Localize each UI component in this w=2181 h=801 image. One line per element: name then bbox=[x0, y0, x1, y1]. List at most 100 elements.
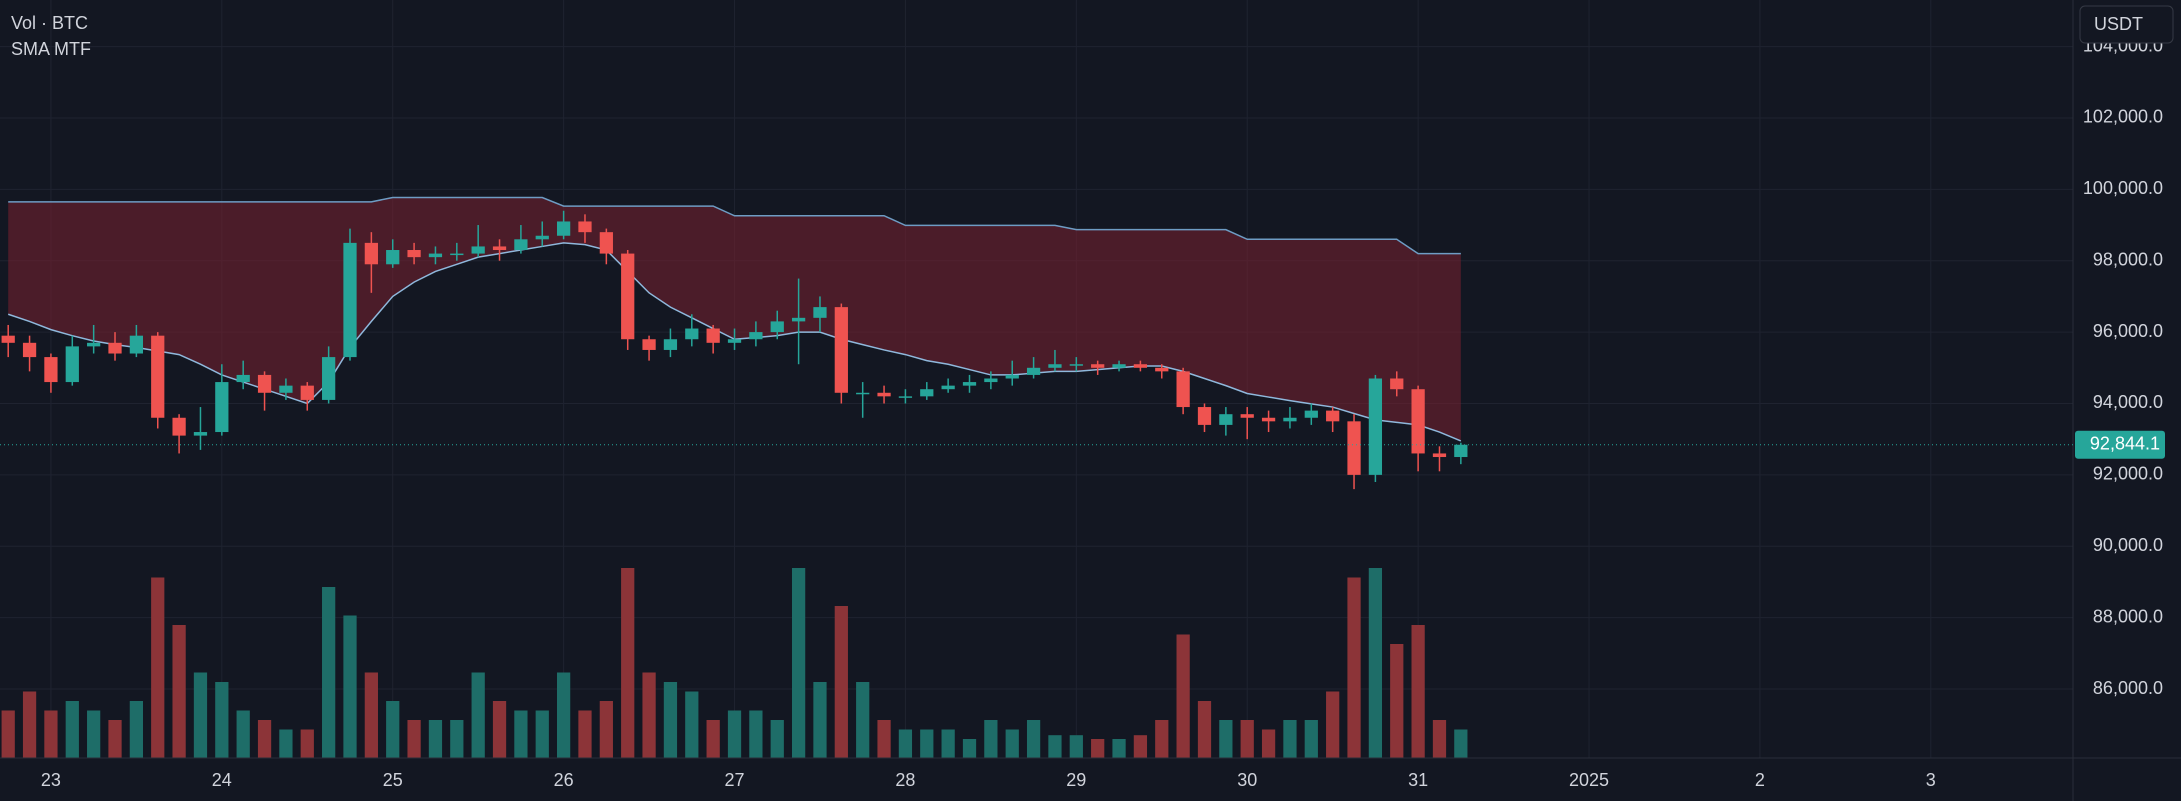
last-price-box bbox=[2075, 430, 2165, 459]
candle-body bbox=[236, 374, 250, 383]
volume-bar bbox=[984, 720, 998, 758]
candle-body bbox=[663, 339, 678, 350]
volume-bar bbox=[599, 701, 613, 758]
candle-body bbox=[1240, 414, 1254, 418]
volume-bar bbox=[1155, 720, 1169, 758]
volume-bar bbox=[1368, 568, 1383, 758]
candle-body bbox=[428, 253, 443, 258]
candle-body bbox=[535, 235, 549, 240]
volume-bar bbox=[193, 672, 208, 758]
candle-body bbox=[1, 335, 15, 343]
candle-body bbox=[1091, 364, 1105, 368]
volume-bar bbox=[151, 577, 165, 758]
x-tick-label: 26 bbox=[554, 770, 574, 790]
volume-bar bbox=[129, 701, 143, 758]
volume-bar bbox=[1219, 720, 1233, 758]
volume-bar bbox=[898, 729, 913, 758]
volume-bar bbox=[300, 729, 314, 758]
volume-bar bbox=[1411, 625, 1425, 758]
volume-bar bbox=[428, 720, 443, 758]
candle-body bbox=[1197, 407, 1212, 425]
volume-bar bbox=[770, 720, 784, 758]
candle-body bbox=[962, 382, 977, 386]
volume-bar bbox=[920, 729, 934, 758]
x-tick-label: 27 bbox=[725, 770, 745, 790]
volume-bar bbox=[813, 682, 827, 758]
x-tick-label: 2 bbox=[1755, 770, 1765, 790]
x-tick-label: 28 bbox=[895, 770, 915, 790]
candles bbox=[1, 210, 1468, 490]
x-tick-label: 29 bbox=[1066, 770, 1086, 790]
volume-bar bbox=[1, 710, 15, 758]
volume-bar bbox=[172, 625, 186, 758]
candle-body bbox=[1176, 371, 1190, 408]
candle-body bbox=[1454, 444, 1468, 458]
volume-bar bbox=[87, 710, 101, 758]
volume-bar bbox=[407, 720, 421, 758]
currency-button[interactable]: USDT bbox=[2079, 5, 2174, 44]
candle-body bbox=[1133, 364, 1148, 368]
candle-body bbox=[1432, 453, 1447, 458]
x-tick-label: 3 bbox=[1926, 770, 1936, 790]
candle-body bbox=[1390, 378, 1404, 390]
candle-body bbox=[557, 221, 571, 236]
x-tick-label: 25 bbox=[383, 770, 403, 790]
volume-bar bbox=[1091, 739, 1105, 758]
volume-bar bbox=[535, 710, 549, 758]
volume-bar bbox=[557, 672, 571, 758]
candle-body bbox=[193, 432, 208, 436]
y-tick-label: 86,000.0 bbox=[2093, 678, 2163, 698]
candle-body bbox=[215, 382, 229, 433]
volume-bar bbox=[1069, 735, 1083, 758]
candle-body bbox=[834, 307, 848, 393]
volume-bar bbox=[685, 691, 699, 758]
volume-bar bbox=[450, 720, 464, 758]
candle-body bbox=[300, 385, 314, 400]
candle-body bbox=[65, 346, 79, 383]
candle-body bbox=[749, 332, 763, 340]
candle-body bbox=[1005, 374, 1019, 379]
candle-body bbox=[813, 307, 827, 318]
volume-bar bbox=[1454, 729, 1468, 758]
axes: 86,000.0 88,000.0 90,000.0 92,000.0 94,000.0… bbox=[0, 35, 2165, 790]
y-tick-label: 88,000.0 bbox=[2093, 606, 2163, 626]
candle-body bbox=[407, 250, 421, 258]
candle-body bbox=[172, 417, 186, 436]
volume-bar bbox=[1240, 720, 1254, 758]
candle-body bbox=[1112, 364, 1126, 368]
candle-body bbox=[685, 328, 699, 340]
candle-body bbox=[621, 253, 635, 340]
volume-bar bbox=[343, 615, 357, 758]
candle-body bbox=[87, 342, 101, 347]
volume-bar bbox=[1133, 735, 1148, 758]
volume-bar bbox=[279, 729, 293, 758]
volume-bar bbox=[1048, 735, 1062, 758]
y-tick-label: 94,000.0 bbox=[2093, 392, 2163, 412]
candle-body bbox=[279, 385, 293, 393]
volume-bar bbox=[706, 720, 720, 758]
volume-bar bbox=[834, 606, 848, 758]
y-tick-label: 100,000.0 bbox=[2083, 178, 2163, 198]
candle-body bbox=[770, 321, 784, 333]
volume-bar bbox=[514, 710, 528, 758]
volume-bar bbox=[215, 682, 229, 758]
volume-bar bbox=[642, 672, 656, 758]
candle-body bbox=[1026, 367, 1041, 375]
candle-body bbox=[984, 378, 998, 383]
candle-body bbox=[791, 317, 806, 322]
currency-button-box[interactable] bbox=[2079, 5, 2174, 44]
candle-body bbox=[599, 232, 613, 254]
candle-body bbox=[129, 335, 143, 354]
candle-body bbox=[920, 389, 934, 397]
candle-body bbox=[471, 246, 485, 254]
candle-body bbox=[877, 392, 891, 397]
candle-body bbox=[1283, 417, 1297, 422]
candle-body bbox=[856, 392, 870, 395]
currency-label[interactable]: USDT bbox=[2094, 14, 2143, 34]
candle-body bbox=[727, 339, 742, 343]
volume-bar bbox=[749, 710, 763, 758]
volume-bar bbox=[1176, 634, 1190, 758]
volume-bar bbox=[65, 701, 79, 758]
